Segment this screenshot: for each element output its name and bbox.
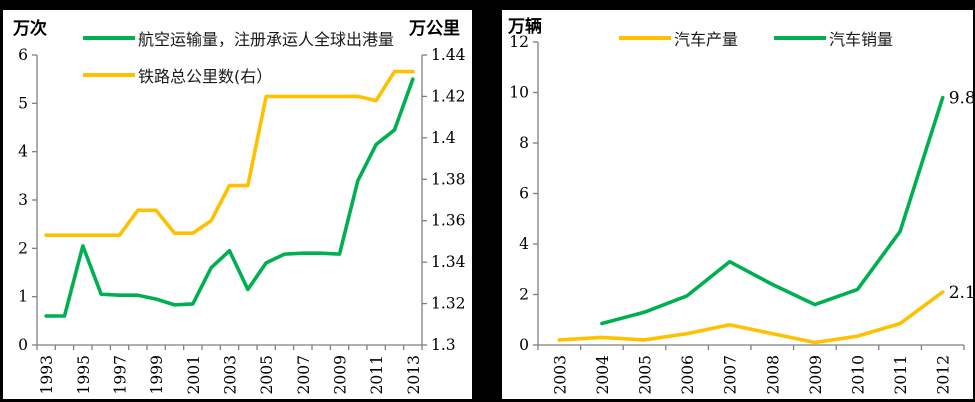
x-axis-tick-label: 2010	[850, 355, 868, 394]
y-axis-tick-label: 3	[18, 191, 28, 209]
y-axis-tick-label: 0	[18, 336, 28, 354]
secondary-y-axis-tick-label: 1.36	[431, 212, 466, 230]
right-chart-canvas: 0 2 4 6 8 10 12 2003 2004 2005 2006 2007 2008 2009 201…	[509, 33, 973, 395]
y-axis-tick-label: 4	[519, 235, 529, 253]
x-axis-tick-label: 2007	[722, 355, 740, 394]
left-chart-canvas: 0 1 2 3 4 5 6 1.3 1.32 1.34 1.36 1.38 1.4 1.42 1.44 199…	[18, 46, 466, 394]
y-axis-tick-label: 6	[18, 46, 28, 64]
y-axis-tick-label: 2	[519, 286, 529, 304]
series-line	[44, 77, 415, 318]
secondary-y-axis-tick-label: 1.4	[431, 129, 456, 147]
secondary-y-axis-tick-label: 1.44	[431, 46, 466, 64]
x-axis-tick-label: 2012	[935, 355, 953, 394]
auto-production-line-swatch	[619, 36, 671, 40]
secondary-y-axis-tick-label: 1.42	[431, 87, 466, 105]
x-axis-tick-label: 2003	[551, 355, 569, 394]
x-axis-tick-label: 2011	[892, 355, 910, 394]
x-axis-tick-label: 2007	[295, 355, 313, 394]
secondary-y-axis-tick-label: 1.32	[431, 295, 466, 313]
secondary-y-axis-tick-label: 1.38	[431, 170, 466, 188]
right-chart-legend: 汽车产量 汽车销量	[619, 26, 893, 50]
x-axis-tick-label: 1999	[148, 355, 166, 394]
series-line	[557, 290, 945, 345]
x-axis-tick-label: 1997	[112, 355, 130, 394]
air-transport-line-swatch	[83, 36, 135, 40]
secondary-y-axis-tick-label: 1.34	[431, 253, 466, 271]
left-chart-legend: 航空运输量，注册承运人全球出港量 铁路总公里数(右）	[83, 26, 394, 100]
x-axis-tick-label: 2009	[807, 355, 825, 394]
legend-label-auto-production: 汽车产量	[674, 30, 739, 49]
y-axis-tick-label: 6	[519, 185, 529, 203]
y-axis-tick-label: 4	[18, 143, 28, 161]
x-axis-tick-label: 2009	[332, 355, 350, 394]
legend-item-railway-km: 铁路总公里数(右）	[83, 63, 394, 87]
data-label: 9.8	[949, 89, 973, 109]
x-axis-tick-label: 1995	[75, 355, 93, 394]
legend-label-auto-sales: 汽车销量	[829, 30, 894, 49]
railway-km-line-swatch	[83, 73, 135, 77]
y-axis-tick-label: 2	[18, 239, 28, 257]
data-label: 2.1	[949, 283, 973, 303]
auto-sales-line-swatch	[774, 36, 827, 40]
legend-label-railway-km: 铁路总公里数(右）	[138, 67, 273, 86]
legend-item-auto-sales: 汽车销量	[774, 26, 893, 50]
x-axis-tick-label: 2005	[637, 355, 655, 394]
x-axis-tick-label: 2013	[405, 355, 423, 394]
left-chart-panel: 0 1 2 3 4 5 6 1.3 1.32 1.34 1.36 1.38 1.4 1.42 1.44 199…	[3, 10, 472, 399]
x-axis-tick-label: 2004	[594, 355, 612, 395]
x-axis-tick-label: 2003	[222, 355, 240, 394]
secondary-y-axis-tick-label: 1.3	[431, 336, 456, 354]
x-axis-tick-label: 1993	[38, 355, 56, 394]
y-axis-tick-label: 0	[519, 336, 529, 354]
y-axis-tick-label: 12	[509, 33, 529, 51]
y-axis-tick-label: 1	[18, 288, 28, 306]
left-chart-secondary-axis-title: 万公里	[409, 19, 460, 39]
right-chart-panel: 0 2 4 6 8 10 12 2003 2004 2005 2006 2007 2008 2009 201…	[502, 10, 973, 399]
y-axis-tick-label: 5	[18, 94, 28, 112]
left-chart-primary-axis-title: 万次	[13, 19, 47, 39]
x-axis-tick-label: 2006	[679, 355, 697, 394]
legend-label-air-transport: 航空运输量，注册承运人全球出港量	[138, 30, 395, 49]
y-axis-tick-label: 8	[519, 134, 529, 152]
y-axis-tick-label: 10	[509, 84, 529, 102]
series-line	[44, 69, 415, 238]
x-axis-tick-label: 2011	[368, 355, 386, 394]
x-axis-tick-label: 2001	[185, 355, 203, 394]
x-axis-tick-label: 2008	[764, 355, 782, 394]
legend-item-auto-production: 汽车产量	[619, 26, 738, 50]
legend-item-air-transport: 航空运输量，注册承运人全球出港量	[83, 26, 394, 50]
x-axis-tick-label: 2005	[258, 355, 276, 394]
right-chart-axis-title: 万辆	[508, 17, 542, 37]
series-line	[600, 95, 945, 326]
